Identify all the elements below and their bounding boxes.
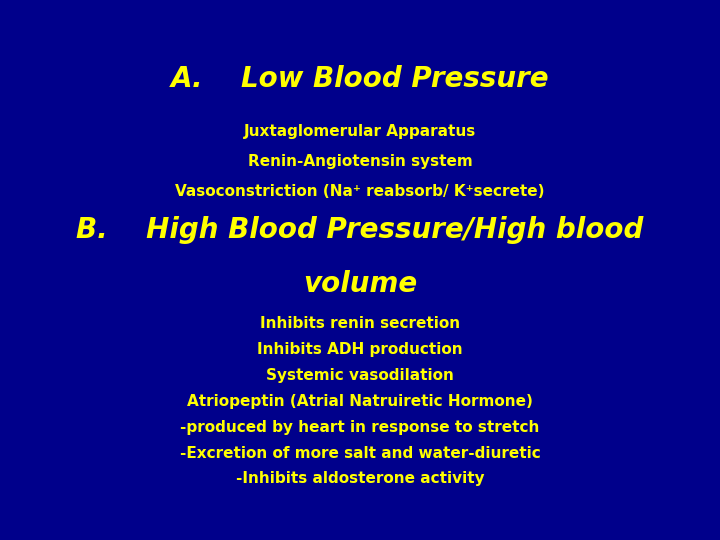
Text: volume: volume — [303, 270, 417, 298]
Text: -produced by heart in response to stretch: -produced by heart in response to stretc… — [180, 420, 540, 435]
Text: Systemic vasodilation: Systemic vasodilation — [266, 368, 454, 383]
Text: Juxtaglomerular Apparatus: Juxtaglomerular Apparatus — [244, 124, 476, 139]
Text: -Inhibits aldosterone activity: -Inhibits aldosterone activity — [235, 471, 485, 487]
Text: Inhibits renin secretion: Inhibits renin secretion — [260, 316, 460, 331]
Text: Vasoconstriction (Na⁺ reabsorb/ K⁺secrete): Vasoconstriction (Na⁺ reabsorb/ K⁺secret… — [175, 184, 545, 199]
Text: Atriopeptin (Atrial Natruiretic Hormone): Atriopeptin (Atrial Natruiretic Hormone) — [187, 394, 533, 409]
Text: Renin-Angiotensin system: Renin-Angiotensin system — [248, 154, 472, 169]
Text: Inhibits ADH production: Inhibits ADH production — [257, 342, 463, 357]
Text: B.    High Blood Pressure/High blood: B. High Blood Pressure/High blood — [76, 216, 644, 244]
Text: -Excretion of more salt and water-diuretic: -Excretion of more salt and water-diuret… — [179, 446, 541, 461]
Text: A.    Low Blood Pressure: A. Low Blood Pressure — [171, 65, 549, 93]
